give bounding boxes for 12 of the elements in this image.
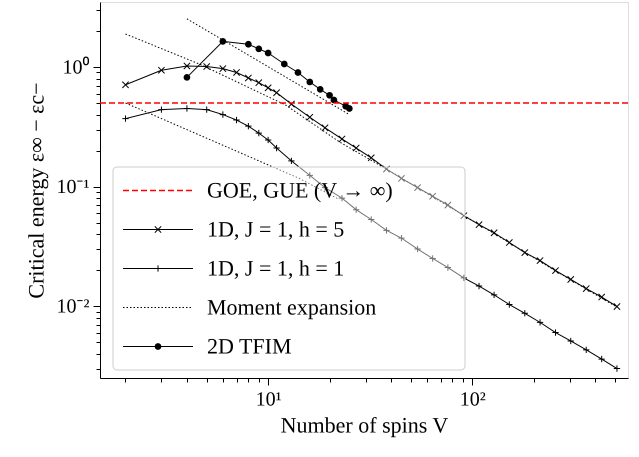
legend-label: GOE, GUE (V → ∞) [207,178,393,202]
legend-label: 1D, J = 1, h = 1 [207,256,344,280]
legend-label: 1D, J = 1, h = 5 [207,216,344,242]
x-axis-title: Number of spins V [280,412,448,438]
legend-label: Moment expansion [207,294,376,320]
y-tick-label: 10⁻¹ [56,176,90,198]
y-tick-label: 10⁰ [62,56,90,79]
y-axis-title: Critical energy ε∞ − εc− [24,82,49,299]
y-tick-label: 10⁻² [56,296,90,318]
x-tick-label: 10¹ [256,388,282,410]
x-tick-label: 10² [460,388,486,410]
legend-label: 2D TFIM [207,334,292,358]
